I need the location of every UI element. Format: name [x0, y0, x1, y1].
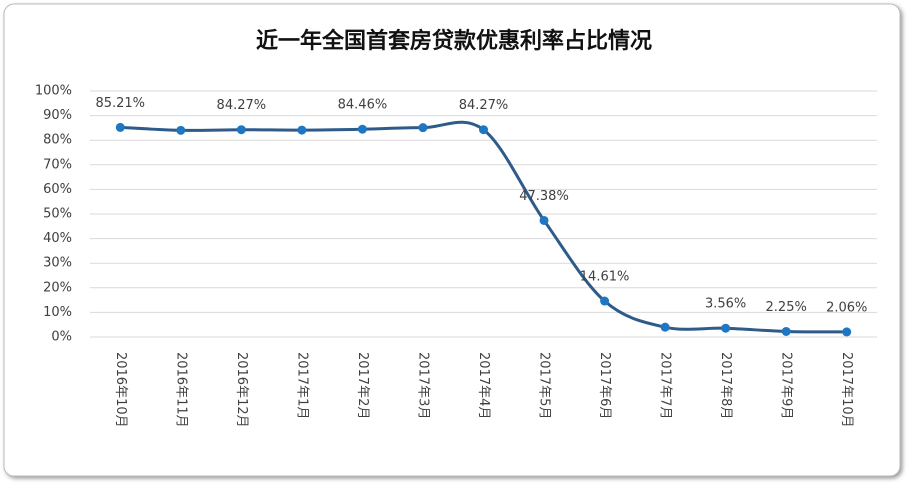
- x-tick-label: 2017年1月: [294, 352, 309, 419]
- chart-frame: [3, 3, 901, 477]
- data-label: 2.06%: [826, 300, 867, 315]
- x-tick-label: 2016年12月: [234, 352, 249, 428]
- data-label: 84.27%: [459, 98, 509, 113]
- point: [721, 323, 731, 333]
- y-tick-label: 20%: [43, 280, 72, 295]
- y-tick-label: 60%: [43, 182, 72, 197]
- point: [479, 125, 488, 135]
- y-tick-label: 100%: [35, 84, 72, 99]
- data-label: 14.61%: [580, 270, 630, 285]
- y-tick-label: 0%: [51, 330, 72, 345]
- x-tick-label: 2017年5月: [537, 352, 552, 419]
- x-tick-label: 2016年10月: [113, 352, 128, 428]
- point: [600, 296, 610, 306]
- data-label: 2.25%: [766, 300, 807, 315]
- point: [539, 215, 549, 225]
- x-tick-label: 2017年8月: [718, 352, 733, 419]
- data-label: 47.38%: [519, 189, 569, 204]
- data-label: 84.46%: [338, 98, 388, 113]
- data-label: 85.21%: [95, 96, 145, 111]
- point: [660, 322, 670, 332]
- y-tick-label: 10%: [43, 305, 72, 320]
- y-tick-label: 40%: [43, 231, 72, 246]
- point: [357, 124, 367, 134]
- point: [176, 125, 186, 135]
- x-tick-label: 2016年11月: [173, 352, 188, 428]
- point: [297, 125, 307, 135]
- point: [115, 122, 125, 132]
- chart-title: 近一年全国首套房贷款优惠利率占比情况: [256, 28, 652, 54]
- y-tick-label: 70%: [43, 157, 72, 172]
- x-tick-label: 2017年4月: [476, 352, 491, 419]
- x-tick-label: 2017年6月: [597, 352, 612, 419]
- point: [781, 326, 791, 336]
- y-tick-label: 30%: [43, 256, 72, 271]
- y-tick-label: 50%: [43, 207, 72, 222]
- point: [842, 327, 852, 337]
- data-label: 84.27%: [217, 98, 267, 113]
- x-tick-label: 2017年7月: [658, 352, 673, 419]
- data-label: 3.56%: [705, 297, 746, 312]
- x-tick-label: 2017年9月: [779, 352, 794, 419]
- point: [236, 125, 246, 135]
- y-tick-label: 90%: [43, 108, 72, 123]
- x-tick-label: 2017年3月: [415, 352, 430, 419]
- x-tick-label: 2017年2月: [355, 352, 370, 419]
- x-tick-label: 2017年10月: [839, 352, 854, 428]
- point: [418, 123, 428, 133]
- y-tick-label: 80%: [43, 133, 72, 148]
